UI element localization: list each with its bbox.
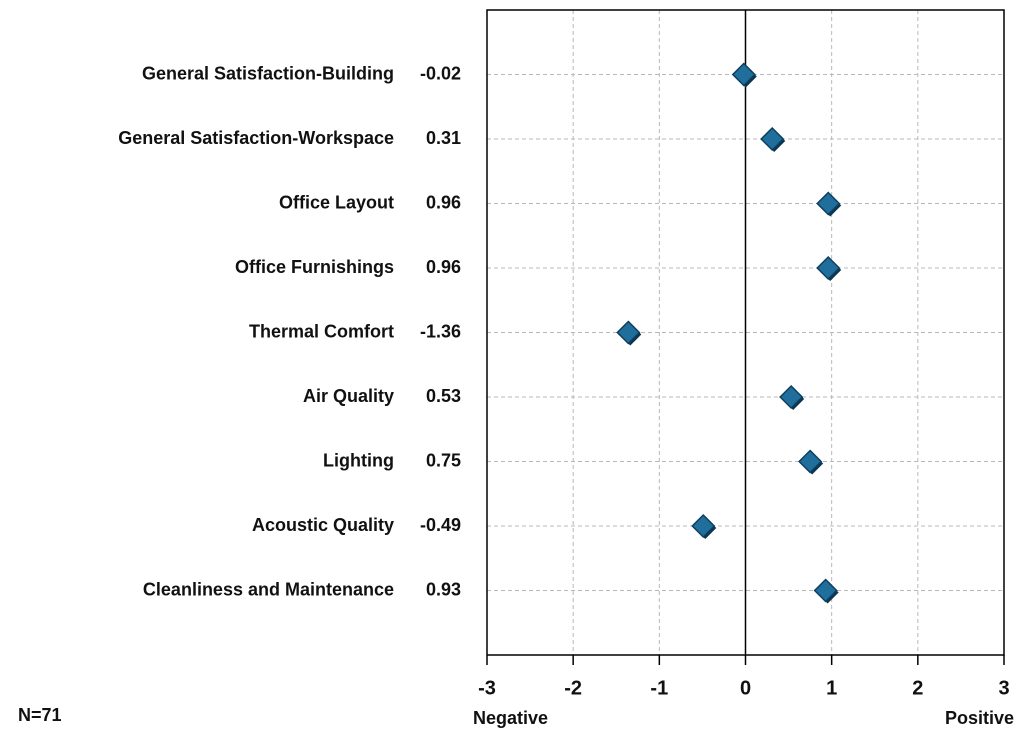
- diamond-marker: [616, 320, 641, 345]
- axis-end-label: Negative: [473, 708, 548, 728]
- annotation: N=71: [18, 705, 62, 725]
- value-label: -0.49: [420, 515, 461, 535]
- x-tick-label: 0: [740, 677, 751, 699]
- category-label: Cleanliness and Maintenance: [143, 579, 394, 599]
- x-tick-label: -2: [564, 677, 582, 699]
- diamond-marker: [760, 126, 785, 152]
- value-label: 0.75: [426, 450, 461, 470]
- category-label: Thermal Comfort: [249, 321, 394, 341]
- category-label: Air Quality: [303, 386, 394, 406]
- value-label: -0.02: [420, 63, 461, 83]
- diamond-marker: [813, 578, 838, 603]
- x-tick-label: 2: [912, 677, 923, 699]
- x-tick-label: -1: [650, 677, 668, 699]
- category-label: General Satisfaction-Workspace: [118, 128, 394, 148]
- diamond-marker: [798, 449, 823, 474]
- category-label: Acoustic Quality: [252, 515, 394, 535]
- axis-end-label: Positive: [945, 708, 1014, 728]
- value-label: 0.31: [426, 128, 461, 148]
- value-label: 0.96: [426, 257, 461, 277]
- category-label: General Satisfaction-Building: [142, 63, 394, 83]
- x-tick-label: 3: [998, 677, 1009, 699]
- value-label: 0.53: [426, 386, 461, 406]
- category-label: Office Layout: [279, 192, 394, 212]
- diamond-marker: [731, 62, 756, 87]
- diamond-marker: [816, 255, 841, 281]
- value-label: 0.96: [426, 192, 461, 212]
- x-tick-label: -3: [478, 677, 496, 699]
- value-label: -1.36: [420, 321, 461, 341]
- plot-frame: [486, 9, 1005, 656]
- category-label: Lighting: [323, 450, 394, 470]
- diamond-marker: [691, 513, 716, 539]
- diamond-marker: [816, 191, 841, 216]
- diamond-marker: [779, 384, 804, 410]
- value-label: 0.93: [426, 579, 461, 599]
- category-label: Office Furnishings: [235, 257, 394, 277]
- x-tick-label: 1: [826, 677, 837, 699]
